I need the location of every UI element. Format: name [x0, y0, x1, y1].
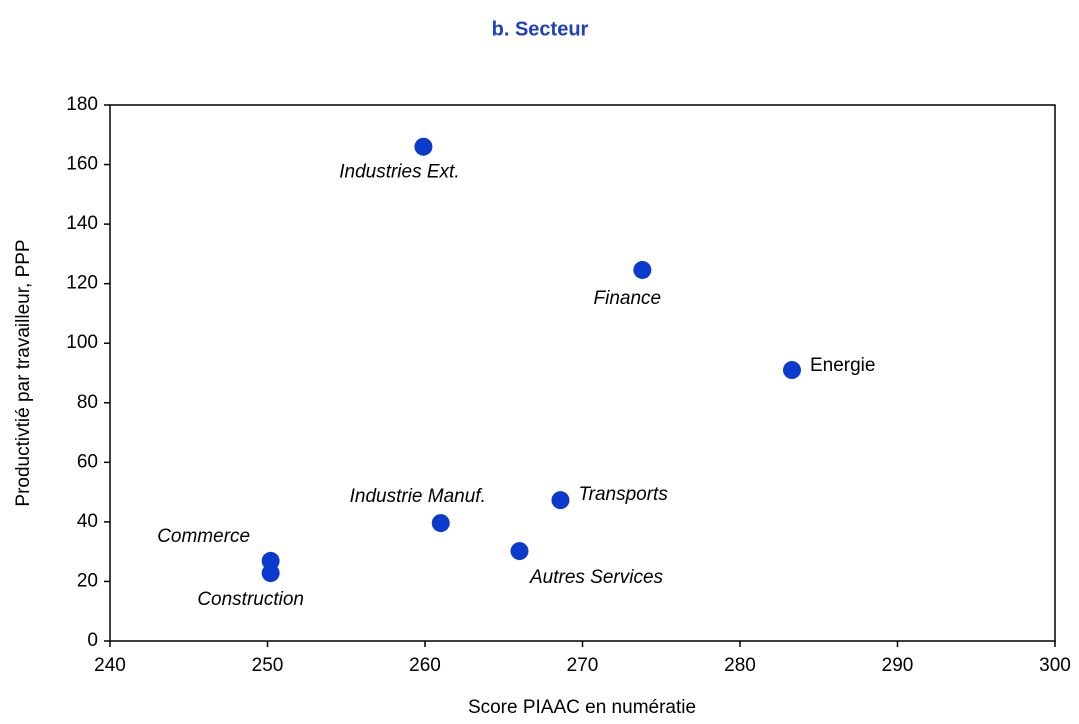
x-tick-label: 240	[94, 655, 126, 676]
point	[414, 137, 433, 156]
y-tick-label: 160	[66, 154, 98, 175]
point-label: Industrie Manuf.	[350, 486, 486, 507]
chart-title: b. Secteur	[492, 18, 589, 40]
y-tick-label: 180	[66, 94, 98, 115]
x-axis-label: Score PIAAC en numératie	[468, 697, 696, 718]
y-tick-label: 20	[77, 570, 98, 591]
y-tick-label: 100	[66, 332, 98, 353]
y-tick-label: 40	[77, 511, 98, 532]
y-axis-label: Productivtié par travailleur, PPP	[13, 239, 34, 506]
point	[782, 361, 801, 380]
point	[510, 542, 529, 561]
y-tick-label: 60	[77, 451, 98, 472]
point	[261, 564, 280, 583]
y-tick-label: 140	[66, 213, 98, 234]
y-tick-label: 80	[77, 392, 98, 413]
point-label: Finance	[594, 288, 662, 309]
point	[551, 491, 570, 510]
point	[431, 514, 450, 533]
x-tick-label: 250	[252, 655, 284, 676]
point-label: Transports	[578, 484, 668, 505]
point-label: Construction	[197, 589, 304, 610]
point-label: Commerce	[157, 526, 250, 547]
x-tick-label: 280	[724, 655, 756, 676]
x-tick-label: 300	[1039, 655, 1071, 676]
x-tick-label: 270	[567, 655, 599, 676]
y-tick-label: 0	[87, 630, 98, 651]
point-label: Industries Ext.	[339, 162, 459, 183]
plot-frame	[109, 104, 1056, 642]
point	[633, 260, 652, 279]
x-tick-label: 290	[882, 655, 914, 676]
point-label: Energie	[810, 355, 876, 376]
point-label: Autres Services	[529, 567, 664, 588]
x-tick-label: 260	[409, 655, 441, 676]
y-tick-label: 120	[66, 273, 98, 294]
